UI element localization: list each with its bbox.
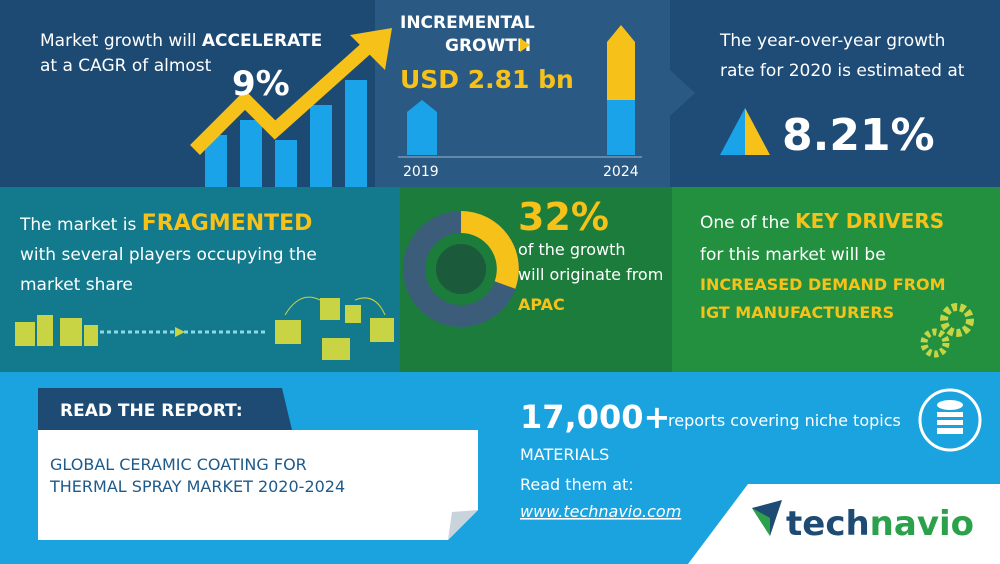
text: rate for 2020 is estimated at [720, 61, 965, 81]
region-name: APAC [518, 295, 565, 314]
logo-part: tech [786, 504, 870, 544]
building [320, 298, 340, 320]
report-label: READ THE REPORT: [60, 401, 243, 421]
donut-share [460, 211, 519, 289]
amount: USD 2.81 bn [400, 65, 574, 94]
text: of the growth [518, 240, 626, 259]
gears [920, 303, 974, 358]
building [84, 325, 98, 346]
bar-icon [275, 140, 297, 187]
panel-yoy [670, 0, 1000, 187]
driver: IGT MANUFACTURERS [700, 303, 894, 322]
building [15, 322, 35, 346]
year: 2019 [403, 164, 439, 180]
text: with several players occupying the [20, 245, 317, 265]
link[interactable]: www.technavio.com [520, 502, 681, 521]
donut-center [436, 244, 486, 294]
highlight: FRAGMENTED [142, 211, 313, 236]
share-value: 32% [518, 195, 609, 239]
driver: INCREASED DEMAND FROM [700, 275, 946, 294]
text: One of the [700, 213, 790, 233]
text: The year-over-year growth [719, 31, 945, 51]
bar-icon [310, 105, 332, 187]
text: for this market will be [700, 245, 886, 265]
icon-circle [918, 388, 982, 452]
fragmented-line: The market is FRAGMENTED [19, 211, 312, 236]
growth-arrow [190, 39, 375, 155]
buildings [15, 298, 394, 360]
bar-2024-base [607, 100, 635, 155]
gear [940, 303, 974, 337]
highlight: KEY DRIVERS [795, 209, 944, 233]
highlight: ACCELERATE [202, 31, 322, 51]
bar-icon [240, 120, 262, 187]
logo: technavio [786, 504, 974, 544]
logo-mark [752, 508, 770, 536]
text: market share [20, 275, 133, 295]
subject: MATERIALS [520, 445, 609, 464]
text: at a CAGR of almost [40, 56, 212, 76]
arrow [175, 327, 185, 337]
triangle-icon [745, 108, 770, 155]
bar-icon [345, 80, 367, 187]
bar-2019 [407, 100, 437, 155]
text: Read them at: [520, 475, 634, 494]
text: reports covering niche topics [668, 411, 901, 430]
growth-bars [190, 28, 392, 187]
triangle-icon [720, 108, 745, 155]
report-count: 17,000+ [520, 398, 670, 436]
chevron [670, 70, 695, 116]
drivers-line: One of the KEY DRIVERS [700, 209, 944, 233]
triangle [520, 38, 530, 52]
building [345, 305, 361, 323]
text: The market is [19, 215, 136, 235]
building [275, 320, 301, 344]
building [60, 318, 82, 346]
connector [284, 296, 386, 316]
building [322, 338, 350, 360]
year: 2024 [603, 164, 639, 180]
logo-panel [688, 484, 1000, 564]
bar-2024-top [607, 25, 635, 100]
growth-line: Market growth will ACCELERATE [40, 31, 322, 51]
disk [937, 412, 963, 417]
gear [920, 328, 950, 358]
page-fold [448, 510, 478, 540]
label-box [38, 388, 292, 430]
text: Market growth will [40, 31, 196, 51]
report-box [38, 430, 478, 540]
report-title: THERMAL SPRAY MARKET 2020-2024 [49, 477, 345, 496]
building [37, 315, 53, 346]
disk [937, 420, 963, 425]
arrow-head [350, 28, 392, 70]
rate-value: 8.21% [782, 110, 935, 161]
logo-part: navio [870, 504, 974, 544]
text: will originate from [518, 265, 663, 284]
title: INCREMENTAL [400, 13, 535, 33]
building [370, 318, 394, 342]
report-title: GLOBAL CERAMIC COATING FOR [50, 455, 307, 474]
bar-icon [205, 135, 227, 187]
title: GROWTH [445, 36, 531, 56]
disk [937, 428, 963, 434]
database-icon [937, 400, 963, 434]
cagr-value: 9% [232, 64, 290, 104]
disk [937, 400, 963, 410]
